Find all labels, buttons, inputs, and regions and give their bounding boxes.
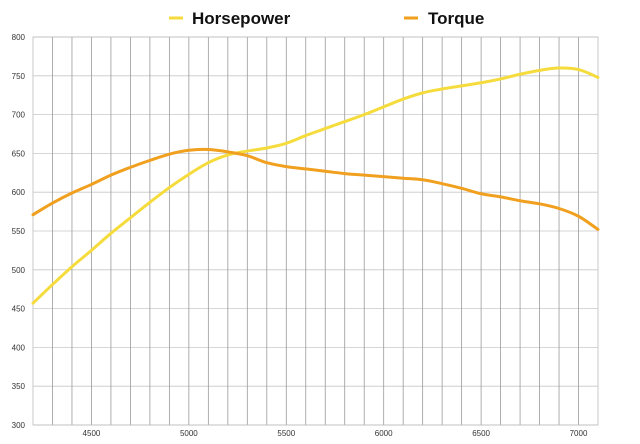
y-tick-label-600: 600 [12,188,26,197]
x-tick-label-4500: 4500 [83,429,101,438]
plot-border [32,36,599,426]
series-line-horsepower [31,66,600,305]
y-tick-label-350: 350 [12,382,26,391]
x-tick-label-6000: 6000 [375,429,393,438]
y-tick-label-450: 450 [12,305,26,314]
y-tick-label-800: 800 [12,33,26,42]
x-tick-label-5000: 5000 [180,429,198,438]
y-tick-label-700: 700 [12,111,26,120]
legend: Horsepower Torque [169,9,484,28]
series-lines [31,66,600,305]
y-tick-label-300: 300 [12,421,26,430]
legend-label-torque: Torque [428,9,484,28]
y-tick-label-550: 550 [12,227,26,236]
x-tick-label-7000: 7000 [570,429,588,438]
legend-item-horsepower: Horsepower [169,9,291,28]
legend-label-horsepower: Horsepower [192,9,291,28]
y-tick-label-500: 500 [12,266,26,275]
legend-item-torque: Torque [404,9,484,28]
y-tick-label-650: 650 [12,149,26,158]
y-tick-label-750: 750 [12,72,26,81]
axes: 300 350 400 450 500 550 600 650 700 750 800 4500 500… [12,33,599,438]
grid [33,36,598,426]
series-line-torque [31,147,600,231]
x-tick-label-6500: 6500 [472,429,490,438]
y-tick-label-400: 400 [12,343,26,352]
x-tick-label-5500: 5500 [277,429,295,438]
